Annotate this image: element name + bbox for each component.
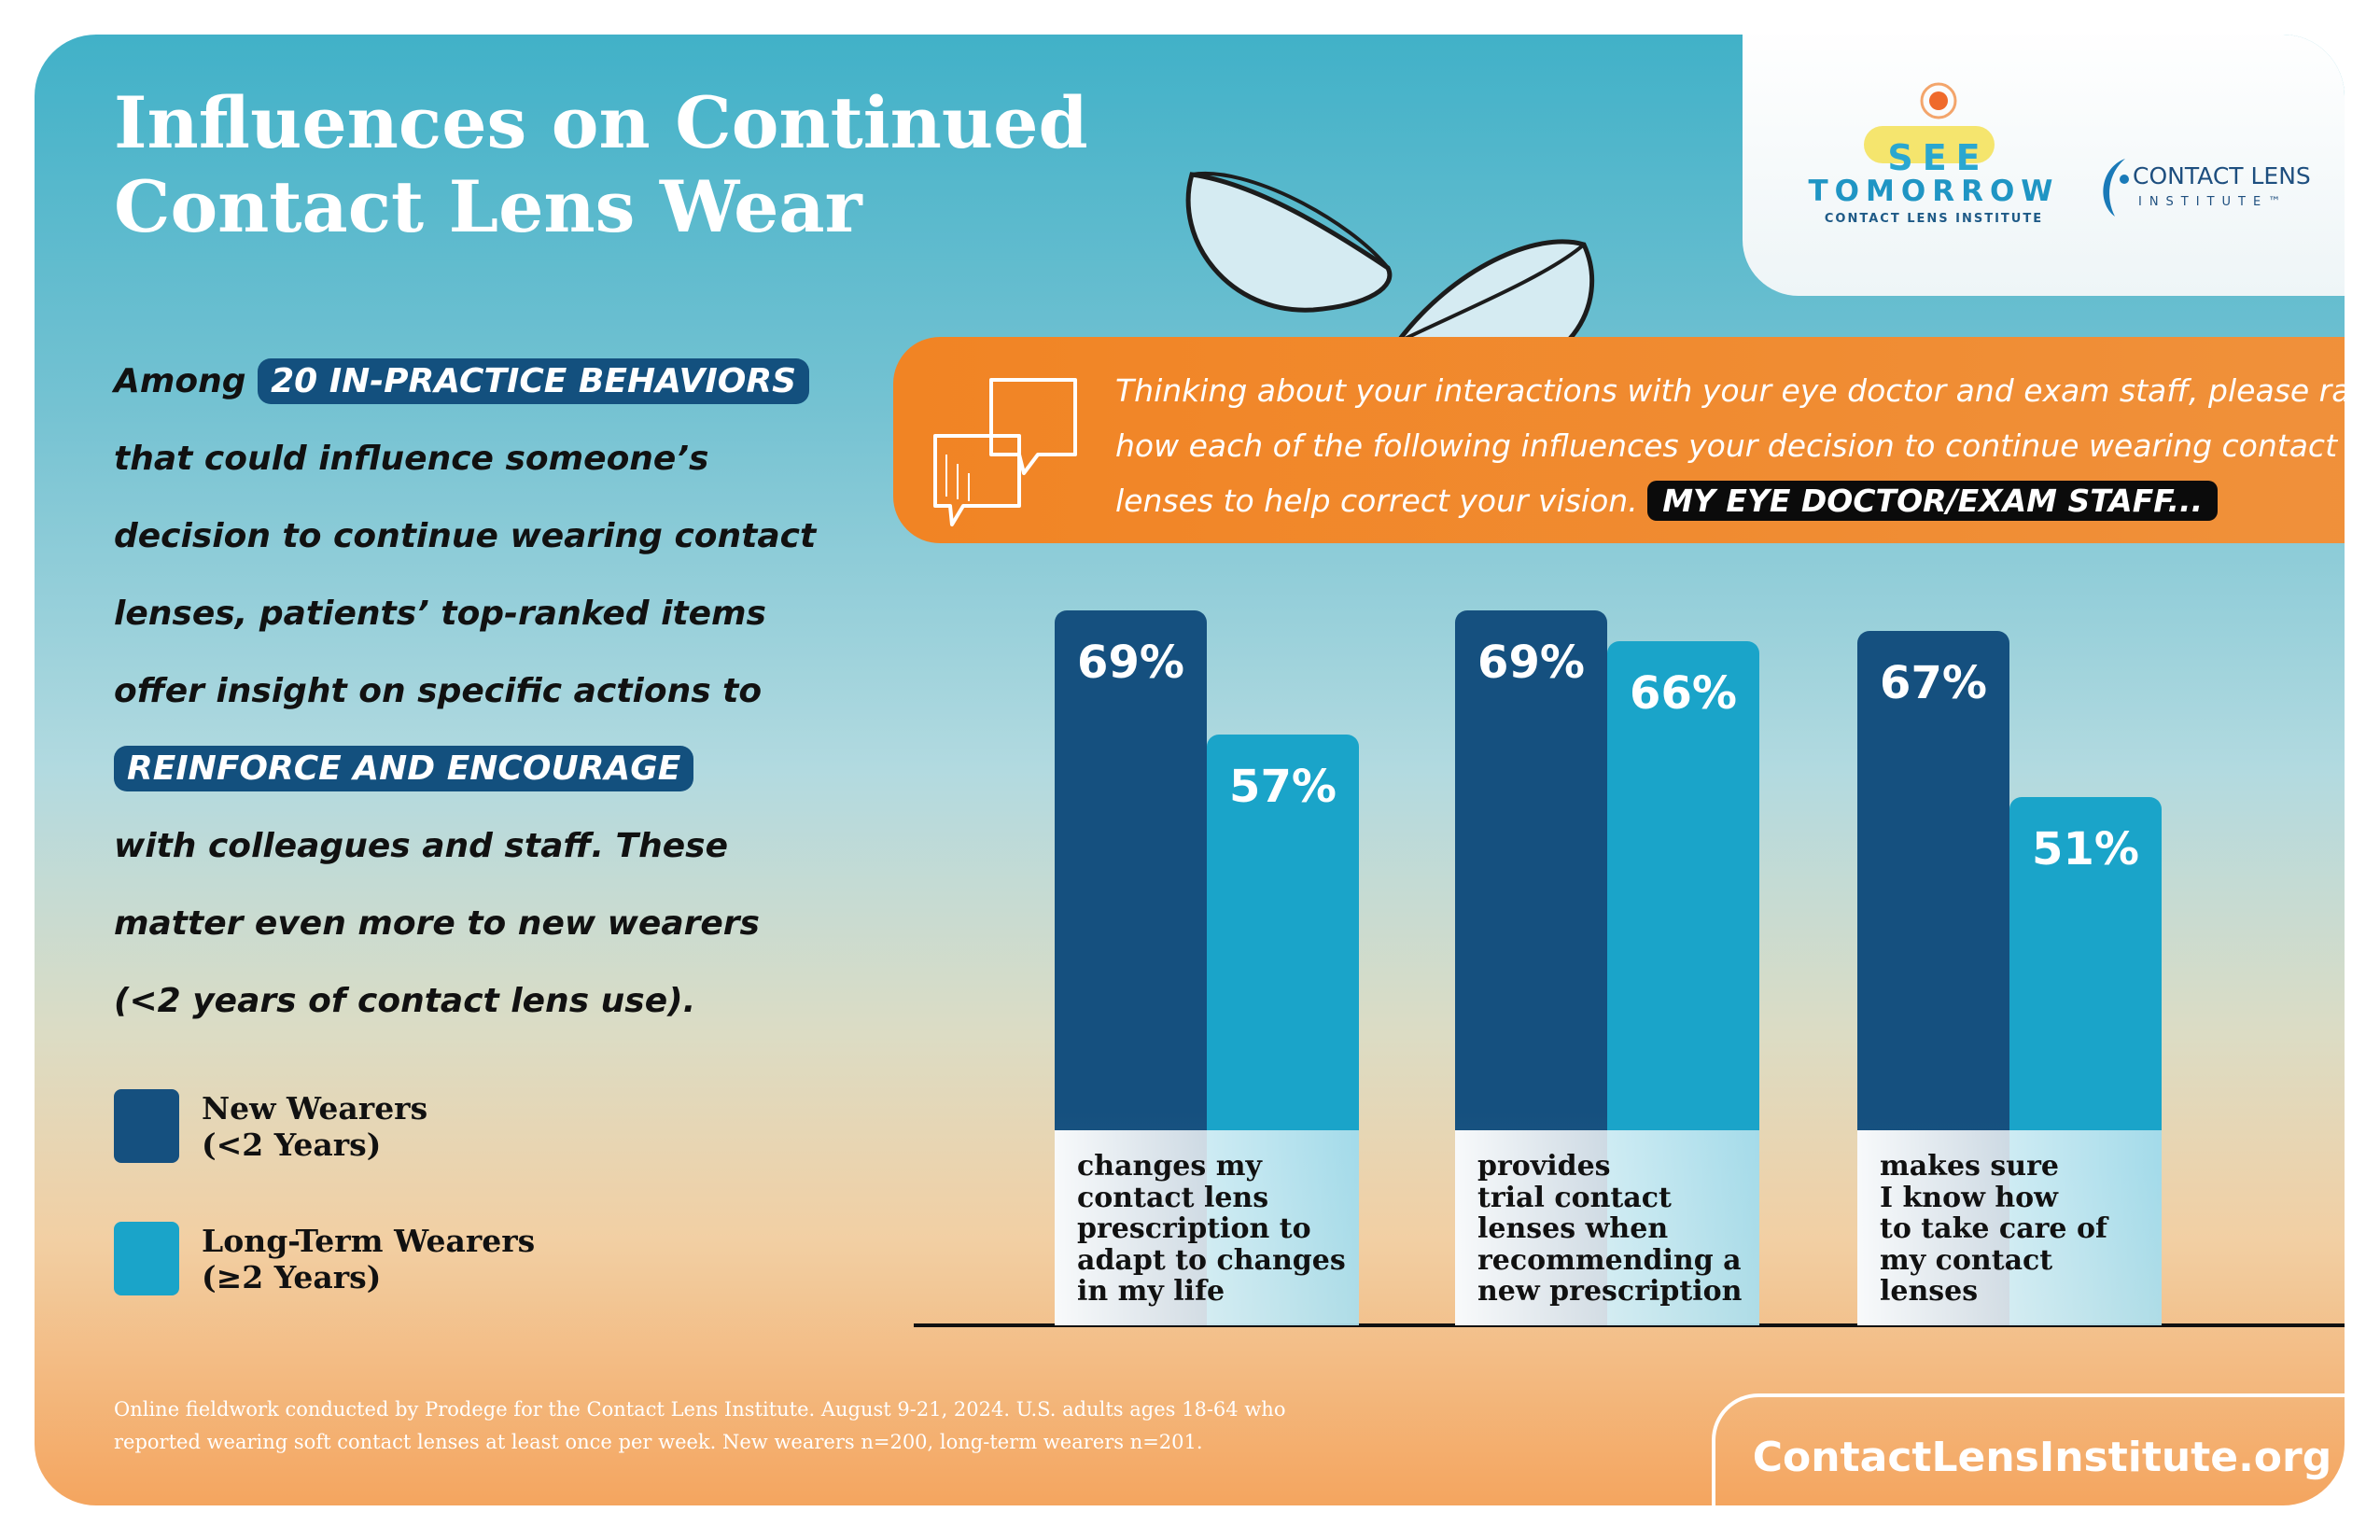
logo-art	[1864, 82, 1995, 163]
highlight: 20 IN-PRACTICE BEHAVIORS	[258, 358, 810, 404]
question: Thinking about your interactions with yo…	[1115, 363, 2345, 528]
value-label: 69%	[1077, 637, 1184, 690]
value-label: 57%	[1229, 761, 1337, 814]
legend-swatch	[114, 1089, 179, 1163]
baseline	[914, 1323, 2345, 1327]
value-label: 51%	[2032, 822, 2139, 875]
logo-sub: CONTACT LENS INSTITUTE	[1824, 212, 2044, 226]
intro: Among 20 IN-PRACTICE BEHAVIORS that coul…	[114, 343, 816, 1040]
question-line: how each of the following influences you…	[1115, 427, 2338, 464]
intro-text: Among	[114, 362, 246, 400]
logo-cli-sub: INSTITUTE™	[2138, 195, 2289, 209]
intro-line: decision to continue wearing contact	[114, 517, 817, 555]
title: Influences on Continued Contact Lens Wea…	[114, 81, 1088, 248]
footer-line: reported wearing soft contact lenses at …	[114, 1431, 1203, 1453]
intro-line: with colleagues and staff. These	[114, 827, 728, 865]
value-label: 66%	[1630, 667, 1737, 721]
intro-line: (<2 years of contact lens use).	[114, 982, 696, 1020]
logo-cli: CONTACT LENS	[2133, 162, 2311, 189]
cli-icon	[2103, 159, 2129, 217]
intro-line: matter even more to new wearers	[114, 904, 760, 943]
legend-label: Long-Term Wearers (≥2 Years)	[202, 1223, 536, 1295]
category-label: changes my contact lens prescription to …	[1055, 1130, 1359, 1325]
intro-line: that could influence someone’s	[114, 440, 709, 478]
logo-box: SEE TOMORROW CONTACT LENS INSTITUTE CONT…	[1743, 35, 2345, 296]
category-label: provides trial contact lenses when recom…	[1455, 1130, 1759, 1325]
intro-line: lenses, patients’ top-ranked items	[114, 595, 766, 633]
highlight: REINFORCE AND ENCOURAGE	[114, 746, 694, 791]
card: Influences on Continued Contact Lens Wea…	[35, 35, 2345, 1505]
badge: MY EYE DOCTOR/EXAM STAFF...	[1647, 481, 2219, 521]
value-label: 67%	[1880, 657, 1987, 710]
question-line: Thinking about your interactions with yo…	[1115, 372, 2345, 409]
logo-see: SEE	[1887, 137, 1990, 178]
chat-icon	[933, 378, 1077, 526]
legend-label: New Wearers (<2 Years)	[202, 1090, 428, 1163]
question-line: lenses to help correct your vision. MY E…	[1115, 473, 2345, 528]
footer: Online fieldwork conducted by Prodege fo…	[114, 1393, 1285, 1459]
value-label: 69%	[1477, 637, 1585, 690]
category-label: makes sure I know how to take care of my…	[1857, 1130, 2162, 1325]
legend-swatch	[114, 1222, 179, 1295]
intro-line: offer insight on specific actions to	[114, 672, 763, 710]
footer-line: Online fieldwork conducted by Prodege fo…	[114, 1398, 1286, 1421]
website: ContactLensInstitute.org	[1712, 1393, 2345, 1505]
logo-tomorrow: TOMORROW	[1808, 175, 2060, 208]
